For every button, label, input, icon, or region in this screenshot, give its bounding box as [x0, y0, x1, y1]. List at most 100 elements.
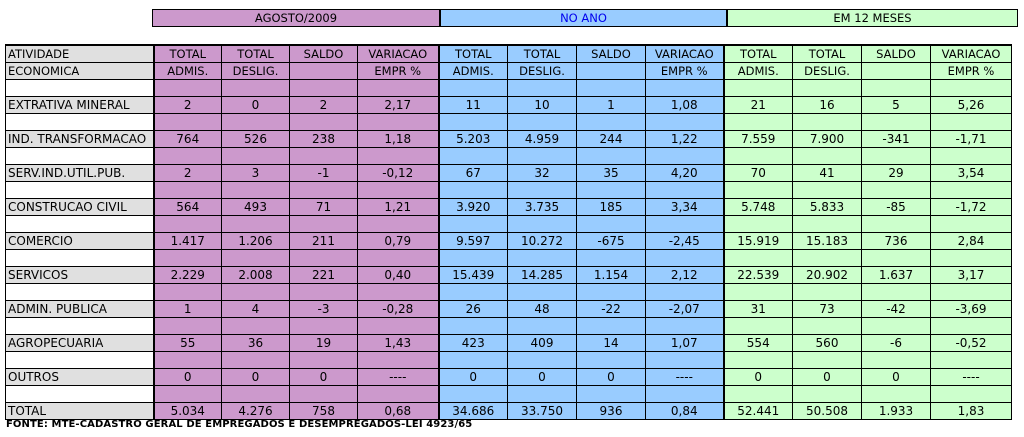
spacer-row — [5, 385, 1012, 403]
spacer-cell — [289, 317, 358, 335]
table-cell: 55 — [152, 334, 222, 352]
table-cell: ---- — [357, 368, 439, 386]
table-cell: 32 — [507, 164, 577, 182]
spacer-cell — [357, 385, 439, 403]
spacer-cell — [861, 215, 931, 233]
table-cell: 21 — [722, 96, 793, 114]
row-label: SERV.IND.UTIL.PUB. — [5, 164, 154, 182]
table-cell: 1,83 — [930, 402, 1012, 420]
table-cell: -42 — [861, 300, 931, 318]
spacer-cell — [861, 249, 931, 267]
spacer-cell — [507, 283, 577, 301]
spacer-row — [5, 283, 1012, 301]
table-cell: 9.597 — [437, 232, 508, 250]
spacer-cell — [861, 181, 931, 199]
table-cell: 0 — [722, 368, 793, 386]
table-cell: -1,72 — [930, 198, 1012, 216]
table-cell: 50.508 — [792, 402, 862, 420]
spacer-cell — [792, 249, 862, 267]
spacer-row — [5, 215, 1012, 233]
table-cell: 1 — [152, 300, 222, 318]
column-header: EMPR % — [645, 62, 724, 80]
table-cell: 5.748 — [722, 198, 793, 216]
table-cell: -1,71 — [930, 130, 1012, 148]
spacer-cell — [357, 79, 439, 97]
spacer-cell — [792, 147, 862, 165]
spacer-cell — [357, 317, 439, 335]
table-cell: 33.750 — [507, 402, 577, 420]
spacer-cell — [722, 215, 793, 233]
column-header: SALDO — [289, 44, 358, 63]
spacer-cell — [792, 385, 862, 403]
table-cell: 3.735 — [507, 198, 577, 216]
spacer-cell — [645, 215, 724, 233]
table-cell: 16 — [792, 96, 862, 114]
spacer-cell — [576, 181, 646, 199]
spacer-cell — [289, 351, 358, 369]
table-row: OUTROS 0 0 0 ---- 0 0 0 ---- 0 0 0 ---- — [5, 368, 1012, 386]
spacer-cell — [930, 351, 1012, 369]
column-header: TOTAL — [221, 44, 290, 63]
spacer-cell — [722, 113, 793, 131]
spacer-cell — [289, 113, 358, 131]
row-label: TOTAL — [5, 402, 154, 420]
source-note: FONTE: MTE-CADASTRO GERAL DE EMPREGADOS … — [6, 419, 473, 430]
table-cell: 3.920 — [437, 198, 508, 216]
spacer-cell — [576, 113, 646, 131]
group-header-12-meses: EM 12 MESES — [727, 9, 1018, 27]
spacer-row — [5, 113, 1012, 131]
spacer-cell — [221, 385, 290, 403]
table-cell: 48 — [507, 300, 577, 318]
spacer-cell — [437, 351, 508, 369]
spacer-cell — [437, 113, 508, 131]
spacer-row — [5, 249, 1012, 267]
spacer-cell — [507, 79, 577, 97]
table-cell: 2,84 — [930, 232, 1012, 250]
spacer-cell — [221, 181, 290, 199]
row-label: SERVICOS — [5, 266, 154, 284]
column-header: VARIACAO — [645, 44, 724, 63]
spacer-cell — [722, 147, 793, 165]
table-cell: 1.417 — [152, 232, 222, 250]
table-cell: 41 — [792, 164, 862, 182]
spacer-cell — [645, 147, 724, 165]
spacer-cell — [221, 79, 290, 97]
spacer-cell — [357, 249, 439, 267]
table-row: IND. TRANSFORMACAO 764 526 238 1,18 5.203 4.95… — [5, 130, 1012, 148]
spacer-cell — [792, 283, 862, 301]
table-cell: 1,07 — [645, 334, 724, 352]
table-cell: 14.285 — [507, 266, 577, 284]
table-cell: 1.933 — [861, 402, 931, 420]
column-header: EMPR % — [357, 62, 439, 80]
spacer-cell — [722, 317, 793, 335]
spacer-cell — [5, 283, 154, 301]
table-cell: 493 — [221, 198, 290, 216]
table-cell: 185 — [576, 198, 646, 216]
table-cell: 70 — [722, 164, 793, 182]
spacer-cell — [645, 351, 724, 369]
spacer-row — [5, 317, 1012, 335]
table-cell: 31 — [722, 300, 793, 318]
spacer-cell — [289, 249, 358, 267]
table-cell: ---- — [930, 368, 1012, 386]
spacer-cell — [576, 351, 646, 369]
spacer-cell — [861, 283, 931, 301]
spacer-cell — [722, 79, 793, 97]
table-cell: -3,69 — [930, 300, 1012, 318]
spacer-cell — [861, 79, 931, 97]
column-header: DESLIG. — [507, 62, 577, 80]
table-cell: 3 — [221, 164, 290, 182]
spacer-cell — [5, 181, 154, 199]
table-cell: 936 — [576, 402, 646, 420]
spacer-cell — [152, 79, 222, 97]
table-cell: 1,21 — [357, 198, 439, 216]
header-atividade: ECONOMICA — [5, 62, 154, 80]
spacer-cell — [152, 351, 222, 369]
spacer-cell — [792, 79, 862, 97]
spacer-cell — [357, 215, 439, 233]
table-cell: 1,18 — [357, 130, 439, 148]
table-cell: -1 — [289, 164, 358, 182]
column-header: TOTAL — [722, 44, 793, 63]
table-cell: 554 — [722, 334, 793, 352]
column-header: EMPR % — [930, 62, 1012, 80]
